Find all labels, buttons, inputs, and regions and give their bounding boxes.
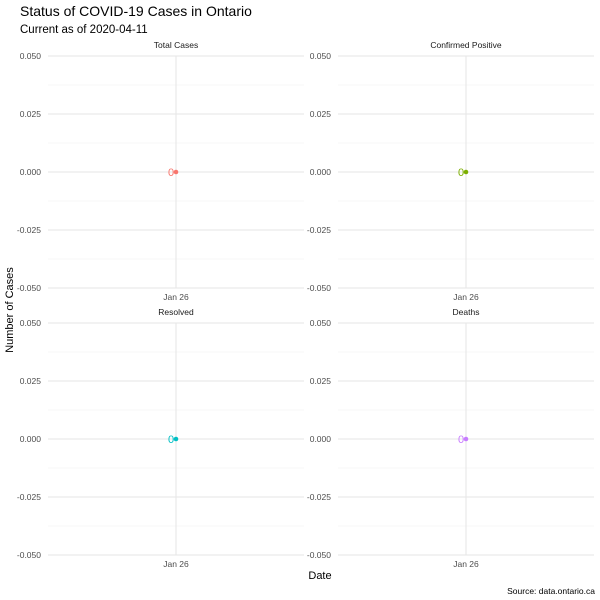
- y-axis-title: Number of Cases: [4, 267, 16, 353]
- y-tick-label: -0.025: [17, 492, 41, 502]
- data-point: [463, 436, 469, 442]
- facet-panel: Total Cases 0.050 0.025 0.000 -0.025 -0.050 Ja…: [17, 40, 304, 302]
- x-tick-label: Jan 26: [453, 292, 479, 302]
- facet-panel: Deaths 0.050 0.025 0.000 -0.025 -0.050 Jan 26 0: [307, 307, 594, 569]
- y-tick-label: 0.000: [310, 434, 332, 444]
- y-tick-label: 0.000: [310, 167, 332, 177]
- source-caption: Source: data.ontario.ca: [507, 586, 595, 596]
- y-tick-label: -0.050: [17, 283, 41, 293]
- data-point: [173, 169, 179, 175]
- x-tick-label: Jan 26: [163, 559, 189, 569]
- y-tick-label: 0.025: [20, 376, 42, 386]
- data-label: 0: [168, 434, 174, 446]
- y-tick-label: -0.050: [307, 550, 331, 560]
- facet-strip-label: Resolved: [158, 307, 194, 317]
- x-tick-label: Jan 26: [453, 559, 479, 569]
- facet-strip-label: Deaths: [453, 307, 480, 317]
- data-point: [463, 169, 469, 175]
- y-tick-label: 0.025: [310, 109, 332, 119]
- chart-title: Status of COVID-19 Cases in Ontario: [20, 3, 252, 19]
- y-tick-label: 0.025: [310, 376, 332, 386]
- x-tick-label: Jan 26: [163, 292, 189, 302]
- y-tick-label: 0.050: [20, 318, 42, 328]
- y-tick-label: -0.050: [17, 550, 41, 560]
- y-tick-label: -0.025: [17, 225, 41, 235]
- data-label: 0: [458, 434, 464, 446]
- x-axis-title: Date: [308, 570, 331, 582]
- facet-strip-label: Total Cases: [154, 40, 198, 50]
- y-tick-label: 0.025: [20, 109, 42, 119]
- y-tick-label: 0.000: [20, 167, 42, 177]
- y-tick-label: 0.050: [310, 51, 332, 61]
- y-tick-label: 0.050: [20, 51, 42, 61]
- y-tick-label: -0.025: [307, 225, 331, 235]
- facet-panel: Resolved 0.050 0.025 0.000 -0.025 -0.050 Jan 2…: [17, 307, 304, 569]
- facet-panels: Total Cases 0.050 0.025 0.000 -0.025 -0.050 Ja…: [17, 40, 594, 569]
- data-label: 0: [168, 167, 174, 179]
- data-point: [173, 436, 179, 442]
- y-tick-label: 0.000: [20, 434, 42, 444]
- y-tick-label: 0.050: [310, 318, 332, 328]
- y-tick-label: -0.025: [307, 492, 331, 502]
- chart-subtitle: Current as of 2020-04-11: [20, 24, 148, 36]
- data-label: 0: [458, 167, 464, 179]
- facet-strip-label: Confirmed Positive: [430, 40, 502, 50]
- facet-panel: Confirmed Positive 0.050 0.025 0.000 -0.025 -…: [307, 40, 594, 302]
- y-tick-label: -0.050: [307, 283, 331, 293]
